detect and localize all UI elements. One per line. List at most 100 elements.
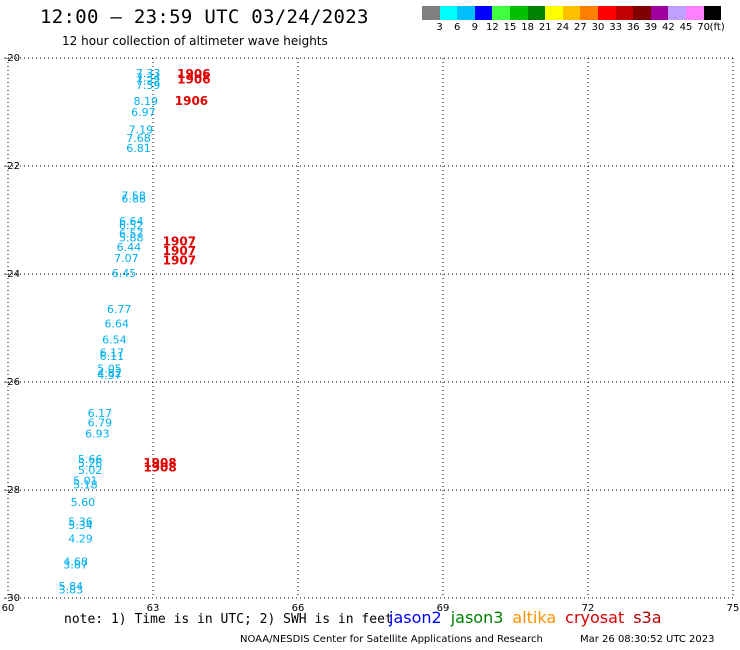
legend-tick-label: 3	[436, 22, 443, 33]
wave-height-label: 6.54	[102, 333, 127, 346]
wave-height-points: 7.337.347.227.39 8.196.97 7.197.686.81 7.58…	[59, 67, 161, 596]
wave-height-label: 6.17	[88, 407, 113, 420]
y-tick-label: -24	[4, 269, 20, 280]
legend-tick-label: 6	[454, 22, 461, 33]
wave-height-label: 8.19	[134, 95, 159, 108]
legend-tick-label: 12	[486, 22, 499, 33]
legend-swatch	[562, 6, 581, 20]
legend-swatch	[668, 6, 686, 20]
mission-label-jason3: jason3	[450, 608, 504, 627]
y-tick-label: -22	[4, 161, 20, 172]
wave-height-label: 6.44	[117, 241, 142, 254]
wave-height-label: 7.68	[126, 132, 151, 145]
generated-timestamp: Mar 26 08:30:52 UTC 2023	[580, 634, 715, 645]
wave-height-label: 7.19	[129, 123, 154, 136]
wave-height-label: 6.77	[107, 303, 132, 316]
wave-height-label: 3.87	[63, 559, 88, 572]
pass-time-label: 1907	[163, 244, 196, 258]
wave-height-label: 5.05	[97, 363, 122, 376]
legend-tick-label: 45	[679, 22, 693, 33]
footer-note: note: 1) Time is in UTC; 2) SWH is in fe…	[64, 612, 393, 627]
x-tick-label: 60	[2, 603, 15, 614]
x-tick-label: 63	[147, 603, 160, 614]
legend-swatch	[633, 6, 651, 20]
legend-tick-label: 36	[626, 22, 640, 33]
legend-swatch	[703, 6, 722, 20]
wave-height-label: 4.68	[63, 555, 88, 568]
mission-label-cryosat: cryosat	[565, 608, 625, 627]
legend-tick-label: 18	[521, 22, 534, 33]
wave-height-label: 5.18	[73, 479, 98, 492]
legend-swatch	[527, 6, 546, 20]
pass-time-label: 1907	[163, 254, 196, 268]
mission-legend: jason2 jason3 altika cryosat s3a	[389, 608, 671, 627]
pass-time-label: 1906	[177, 73, 210, 87]
legend-tick-label: 15	[503, 22, 517, 33]
y-tick-label: -30	[4, 593, 20, 604]
legend-swatch	[650, 6, 669, 20]
legend-tick-label: 30	[591, 22, 605, 33]
wave-height-label: 6.64	[105, 318, 130, 331]
legend-swatch	[439, 6, 458, 20]
y-tick-label: -20	[4, 53, 20, 64]
wave-height-label: 4.82	[97, 367, 122, 380]
legend-tick-label: 33	[609, 22, 622, 33]
legend-tick-label: 42	[662, 22, 675, 33]
mission-label-s3a: s3a	[633, 608, 662, 627]
wave-height-label: 7.34	[136, 71, 161, 84]
wave-height-label: 6.93	[85, 427, 110, 440]
wave-height-label: 5.26	[78, 457, 103, 470]
legend-swatch	[597, 6, 616, 20]
wave-height-label: 4.97	[97, 369, 122, 382]
wave-height-label: 5.02	[78, 464, 103, 477]
legend-swatch	[422, 6, 440, 20]
legend-tick-label: 70	[697, 22, 710, 33]
wave-height-label: 5.36	[68, 515, 93, 528]
color-legend-labels: 3 6 9 12 15 18 21 24 27 30 33 36 39 42 45 70 (ft)	[422, 22, 740, 36]
wave-height-label: 7.33	[136, 67, 161, 80]
wave-height-label: 5.01	[73, 474, 98, 487]
mission-label-altika: altika	[512, 608, 557, 627]
wave-height-label: 6.45	[112, 267, 137, 280]
legend-tick-label: 21	[538, 22, 552, 33]
chart-title: 12:00 — 23:59 UTC 03/24/2023	[40, 6, 369, 28]
pass-time-label: 1906	[177, 67, 210, 81]
wave-height-label: 6.57	[119, 228, 144, 241]
x-tick-label: 75	[727, 603, 740, 614]
wave-height-label: 6.97	[131, 106, 156, 119]
legend-swatch	[685, 6, 704, 20]
legend-tick-label: (ft)	[709, 22, 725, 33]
legend-swatch	[615, 6, 634, 20]
wave-height-label: 7.58	[121, 190, 146, 203]
wave-height-label: 7.22	[136, 75, 161, 88]
wave-height-label: 5.84	[59, 580, 84, 593]
wave-height-label: 5.88	[119, 231, 144, 244]
wave-height-label: 6.79	[88, 417, 113, 430]
credit-text: NOAA/NESDIS Center for Satellite Applica…	[240, 634, 543, 645]
wave-height-label: 6.17	[100, 346, 125, 359]
legend-tick-label: 24	[556, 22, 570, 33]
legend-swatch	[509, 6, 528, 20]
legend-swatch	[457, 6, 475, 20]
wave-height-label: 5.34	[68, 519, 93, 532]
legend-tick-label: 39	[644, 22, 658, 33]
pass-time-label: 1908	[143, 460, 176, 474]
x-tick-label: 72	[582, 603, 595, 614]
wave-height-label: 5.66	[78, 453, 103, 466]
wave-height-label: 6.81	[126, 142, 151, 155]
pass-time-label: 1908	[143, 456, 176, 470]
y-tick-label: -26	[4, 377, 20, 388]
legend-swatch	[580, 6, 598, 20]
y-tick-label: -28	[4, 485, 20, 496]
legend-swatch	[545, 6, 563, 20]
legend-tick-label: 27	[574, 22, 587, 33]
wave-height-label: 3.83	[59, 583, 84, 596]
axis-tick-labels: 60 63 66 69 72 75 -20 -22 -24 -26 -28 -30	[2, 53, 740, 614]
wave-height-label: 7.07	[114, 252, 139, 265]
wave-height-label: 7.39	[136, 79, 161, 92]
wave-height-label: 6.64	[119, 215, 144, 228]
x-tick-label: 66	[292, 603, 305, 614]
wave-height-label: 6.52	[119, 219, 144, 232]
